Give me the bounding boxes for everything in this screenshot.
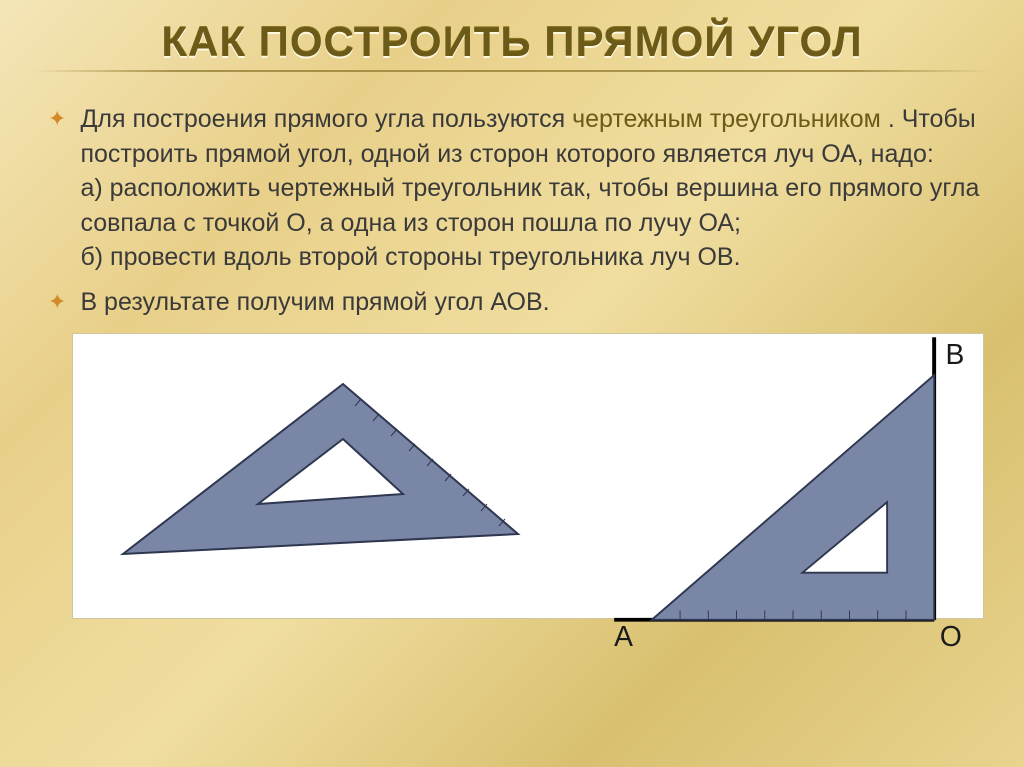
slide-body: ✦ Для построения прямого угла пользуются… [0,84,1024,319]
label-a: А [614,620,633,648]
triangle-outer-2 [652,375,934,620]
bullet-icon: ✦ [48,102,66,136]
bullet-icon: ✦ [48,285,66,319]
bullet-item-1: ✦ Для построения прямого угла пользуются… [48,102,984,275]
label-b: В [945,338,964,370]
para1-pre: Для построения прямого угла пользуются [80,105,572,133]
label-o: O [940,620,962,648]
figure-1-setsquare [83,344,543,604]
title-underline [32,70,992,72]
bullet-item-2: ✦ В результате получим прямой угол АОВ. [48,285,984,320]
para1-accent: чертежным треугольником [572,105,881,133]
paragraph-1: Для построения прямого угла пользуются ч… [80,102,984,275]
paragraph-2: В результате получим прямой угол АОВ. [80,285,984,320]
slide: КАК ПОСТРОИТЬ ПРЯМОЙ УГОЛ ✦ Для построен… [0,0,1024,767]
slide-title: КАК ПОСТРОИТЬ ПРЯМОЙ УГОЛ [161,18,862,66]
title-area: КАК ПОСТРОИТЬ ПРЯМОЙ УГОЛ [0,0,1024,84]
figure-2-construction: В А O [593,328,993,648]
figure-panel: В А O [72,333,984,619]
